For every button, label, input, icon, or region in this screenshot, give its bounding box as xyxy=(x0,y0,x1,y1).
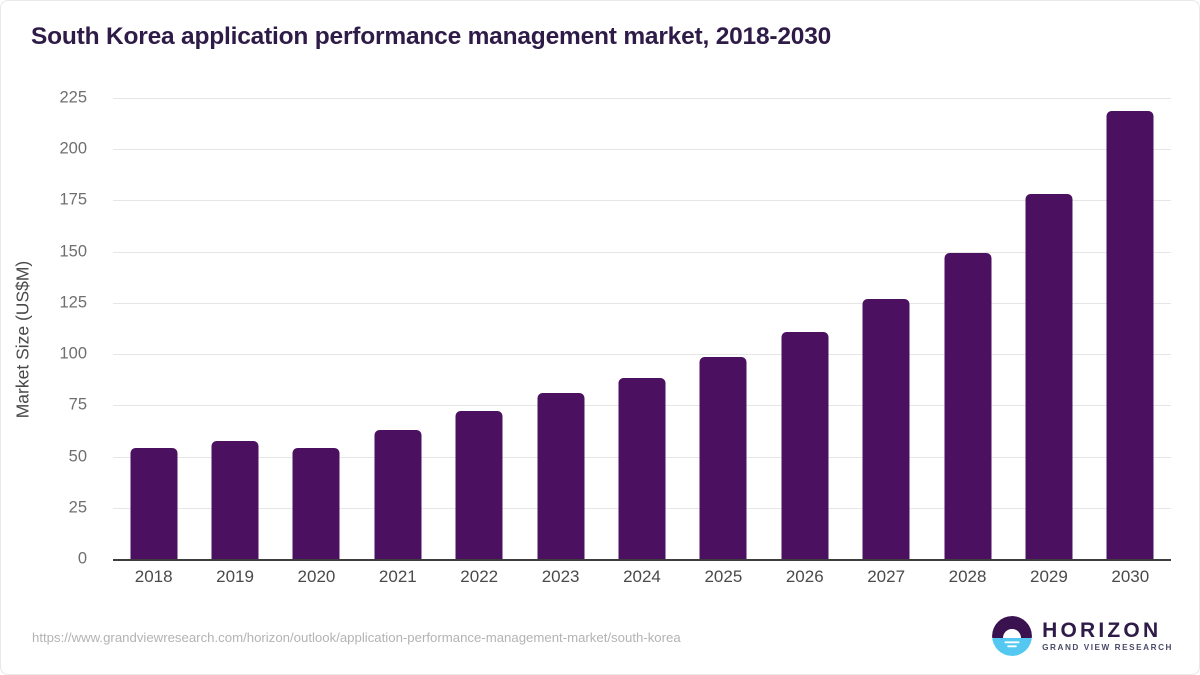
bar[interactable] xyxy=(374,429,422,559)
bar[interactable] xyxy=(130,448,178,559)
bar[interactable] xyxy=(1025,194,1073,559)
logo-tagline: GRAND VIEW RESEARCH xyxy=(1042,642,1173,652)
bar[interactable] xyxy=(537,393,585,559)
x-tick-label: 2018 xyxy=(134,567,173,586)
x-tick-label: 2022 xyxy=(460,567,499,586)
bar[interactable] xyxy=(455,411,503,559)
gridline xyxy=(113,149,1171,151)
bar[interactable] xyxy=(781,331,829,559)
y-tick-label: 200 xyxy=(59,139,87,158)
y-tick-label: 0 xyxy=(77,549,87,568)
bar-group: 2020 xyxy=(276,98,357,586)
logo-wordmark: HORIZON xyxy=(1042,618,1162,642)
y-tick-label: 125 xyxy=(59,293,87,312)
bar-group: 2018 xyxy=(113,98,194,586)
x-tick-label: 2021 xyxy=(378,567,417,586)
logo-text: HORIZON GRAND VIEW RESEARCH xyxy=(1042,620,1173,652)
bar[interactable] xyxy=(292,448,340,559)
bar-group: 2027 xyxy=(845,98,926,586)
x-axis-line xyxy=(113,559,1171,561)
bar[interactable] xyxy=(862,298,910,559)
x-tick-label: 2027 xyxy=(867,567,906,586)
y-tick-label: 175 xyxy=(59,190,87,209)
y-axis-ticks: 0 25 50 75 100 125 150 175 200 225 xyxy=(1,89,101,568)
gridline xyxy=(113,302,1171,304)
bar[interactable] xyxy=(1106,111,1154,559)
y-tick-label: 100 xyxy=(59,344,87,363)
gridline xyxy=(113,251,1171,253)
y-tick-label: 25 xyxy=(68,498,87,517)
y-tick-label: 225 xyxy=(59,88,87,107)
source-url[interactable]: https://www.grandviewresearch.com/horizo… xyxy=(32,630,681,645)
y-axis-title: Market Size (US$M) xyxy=(12,260,33,419)
brand-logo: HORIZON GRAND VIEW RESEARCH xyxy=(992,616,1173,656)
x-tick-label: 2025 xyxy=(704,567,743,586)
bar-series: 2018 2019 2020 2021 2022 2023 2024 2025 2026 2027… xyxy=(113,98,1171,586)
x-tick-label: 2019 xyxy=(216,567,254,586)
x-tick-label: 2028 xyxy=(948,567,987,586)
x-tick-label: 2020 xyxy=(297,567,336,586)
y-tick-label: 150 xyxy=(59,242,87,261)
bar-group: 2028 xyxy=(927,98,1008,586)
bar[interactable] xyxy=(618,377,666,559)
x-tick-label: 2024 xyxy=(623,567,661,586)
bar-group: 2030 xyxy=(1090,98,1171,586)
gridline xyxy=(113,354,1171,356)
bar[interactable] xyxy=(944,252,992,559)
bar-group: 2024 xyxy=(601,98,682,586)
bar[interactable] xyxy=(699,357,747,559)
bar[interactable] xyxy=(211,441,259,559)
bar-group: 2029 xyxy=(1008,98,1089,586)
bar-group: 2019 xyxy=(194,98,275,586)
gridline xyxy=(113,98,1171,99)
x-tick-label: 2029 xyxy=(1029,567,1068,586)
bar-group: 2025 xyxy=(683,98,764,586)
x-tick-label: 2023 xyxy=(541,567,580,586)
y-tick-label: 75 xyxy=(68,395,87,414)
bar-group: 2026 xyxy=(764,98,845,586)
x-tick-label: 2030 xyxy=(1111,567,1150,586)
gridline xyxy=(113,200,1171,202)
bar-group: 2021 xyxy=(357,98,438,586)
page-title: South Korea application performance mana… xyxy=(31,23,832,50)
x-tick-label: 2026 xyxy=(785,567,824,586)
horizon-sun-icon xyxy=(992,616,1033,656)
bar-group: 2022 xyxy=(439,98,520,586)
bar-group: 2023 xyxy=(520,98,601,586)
y-tick-label: 50 xyxy=(68,447,87,466)
